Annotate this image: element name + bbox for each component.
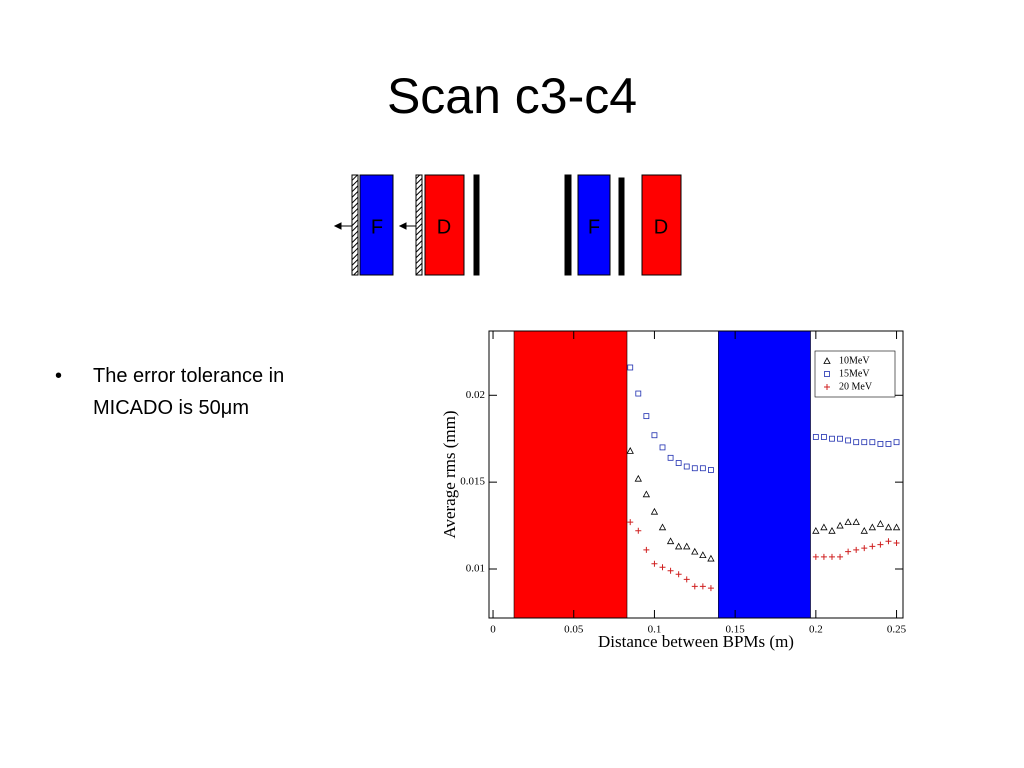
data-point	[820, 523, 828, 531]
data-point	[667, 454, 674, 461]
legend-label: 20 MeV	[839, 381, 873, 392]
data-point	[836, 521, 844, 529]
data-point	[651, 432, 658, 439]
data-point	[634, 474, 642, 482]
data-point	[853, 439, 860, 446]
legend-box	[814, 350, 896, 398]
x-tick-label: 0.25	[887, 624, 907, 636]
x-tick-label: 0.1	[648, 624, 662, 636]
data-point	[829, 435, 835, 442]
data-point	[627, 364, 634, 371]
data-point	[820, 553, 827, 560]
data-point	[642, 490, 651, 498]
x-tick-label: 0.2	[809, 624, 823, 636]
data-point	[699, 583, 706, 590]
data-point	[650, 507, 659, 515]
data-point	[708, 467, 714, 473]
data-point	[861, 439, 868, 446]
data-point	[868, 523, 877, 531]
data-point	[884, 523, 893, 531]
data-point	[812, 526, 820, 534]
data-point	[675, 460, 682, 466]
legend-label: 15MeV	[839, 368, 870, 379]
data-point	[691, 547, 699, 555]
region-band	[718, 330, 811, 619]
data-point	[666, 537, 675, 545]
data-point	[643, 546, 650, 553]
y-tick-label: 0.02	[466, 389, 485, 401]
data-point	[651, 560, 658, 567]
data-point	[635, 527, 642, 534]
x-tick-label: 0.15	[726, 624, 746, 636]
data-point	[824, 384, 830, 390]
data-point	[877, 441, 884, 447]
data-point	[691, 583, 698, 590]
data-point	[683, 576, 690, 583]
y-tick-label: 0.015	[460, 476, 485, 488]
data-point	[845, 548, 852, 555]
data-point	[627, 519, 634, 526]
data-point	[635, 390, 642, 397]
data-point	[707, 585, 714, 592]
data-point	[683, 542, 691, 550]
data-point	[707, 554, 715, 562]
data-point	[885, 441, 892, 447]
data-point	[667, 567, 674, 574]
data-point	[812, 434, 819, 440]
data-point	[853, 546, 860, 553]
data-point	[683, 463, 690, 470]
data-point	[658, 523, 667, 531]
data-point	[821, 434, 827, 440]
bullet-text: The error tolerance in MICADO is 50μm	[93, 365, 285, 419]
data-point	[845, 437, 852, 444]
data-point	[812, 553, 819, 560]
data-point	[893, 439, 900, 446]
data-point	[691, 465, 698, 472]
lattice-diagram	[333, 174, 682, 276]
data-point	[885, 538, 892, 545]
data-point	[699, 551, 707, 559]
data-point	[659, 564, 666, 571]
data-point	[892, 523, 901, 531]
bullet-dot: •	[55, 365, 63, 387]
slide-title: Scan c3-c4	[387, 68, 637, 124]
data-point	[828, 553, 835, 560]
data-point	[869, 543, 876, 550]
data-point	[824, 371, 830, 377]
y-tick-label: 0.01	[466, 563, 485, 575]
data-point	[860, 526, 868, 534]
data-point	[837, 553, 844, 560]
data-point	[659, 444, 666, 451]
magnet-label: D	[654, 216, 668, 238]
data-point	[869, 439, 876, 446]
data-point	[844, 518, 852, 526]
chart: 0 0.05 0.1 0.15 0.2 0.25 0.01 0.015 0.02 Distance…	[440, 330, 907, 651]
data-point	[876, 520, 885, 527]
data-point	[699, 465, 706, 472]
data-point	[643, 413, 650, 420]
data-point	[675, 571, 682, 578]
magnet-label: F	[371, 216, 383, 238]
data-point	[828, 526, 836, 534]
data-point	[852, 518, 860, 526]
magnet-label: D	[437, 216, 451, 238]
plot-frame	[488, 330, 904, 619]
x-tick-label: 0.05	[564, 624, 584, 636]
x-axis-label: Distance between BPMs (m)	[598, 632, 794, 651]
data-point	[674, 542, 683, 550]
data-point	[626, 447, 634, 454]
data-point	[877, 541, 884, 548]
magnet-label: F	[588, 216, 600, 238]
data-point	[823, 357, 831, 364]
legend-label: 10MeV	[839, 355, 870, 366]
data-point	[837, 435, 843, 442]
data-point	[861, 545, 868, 552]
x-tick-label: 0	[490, 624, 496, 636]
data-point	[893, 539, 900, 546]
region-band	[513, 330, 628, 619]
y-axis-label: Average rms (mm)	[440, 410, 459, 538]
